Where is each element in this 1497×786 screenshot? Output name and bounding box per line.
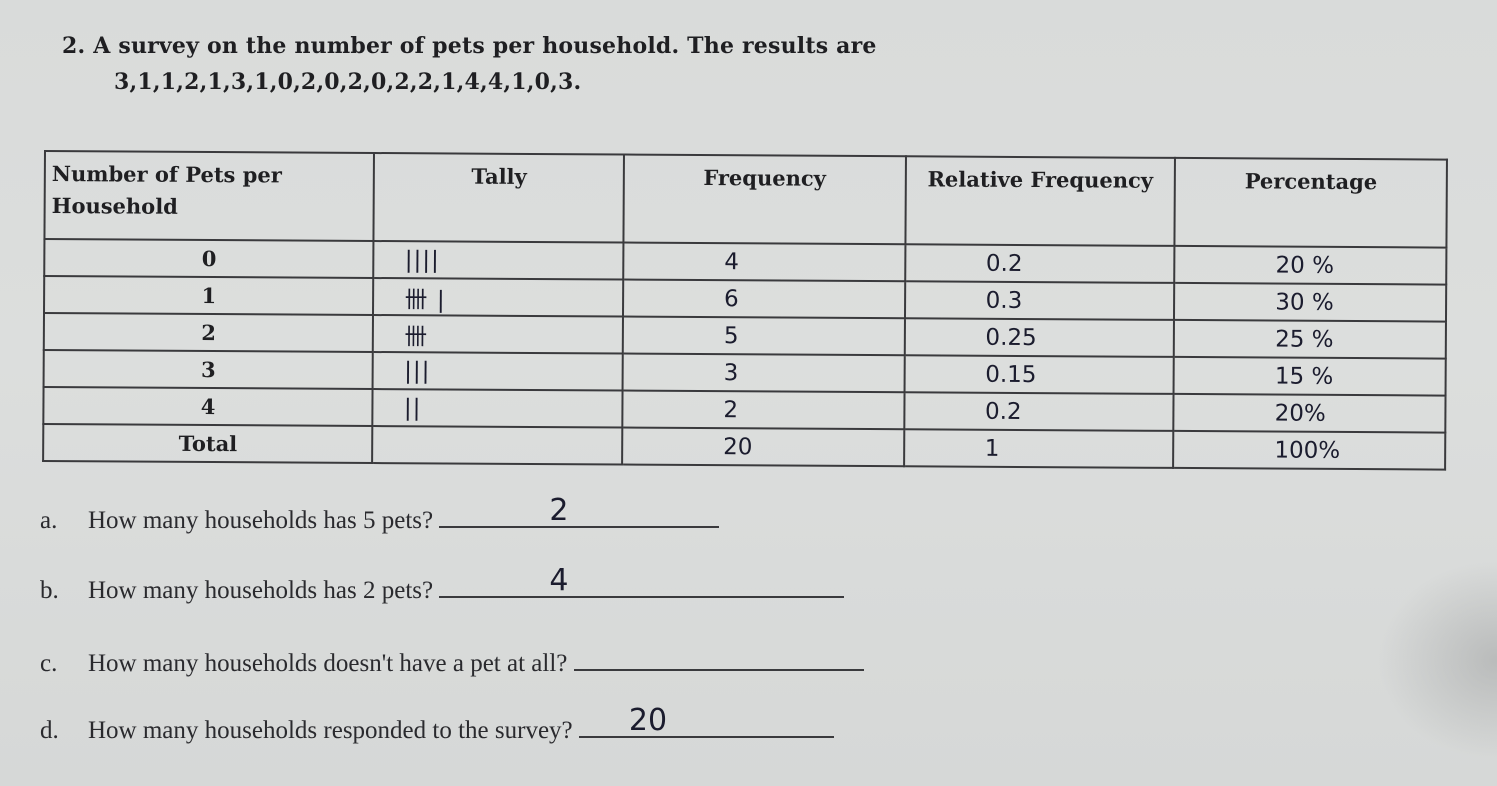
problem-statement: 2. A survey on the number of pets per ho…	[62, 28, 877, 100]
pets-cell: 3	[43, 350, 374, 390]
question-text: How many households has 5 pets?	[88, 507, 434, 534]
header-frequency: Frequency	[623, 154, 906, 245]
question-d: d. How many households responded to the s…	[40, 706, 834, 745]
tally-cell: 卌	[373, 315, 623, 354]
survey-results: 3,1,1,2,1,3,1,0,2,0,2,0,2,2,1,4,4,1,0,3.	[114, 69, 582, 95]
answer-value: 20	[628, 703, 668, 738]
pets-cell: 4	[43, 387, 374, 427]
percentage-cell: 30 %	[1174, 282, 1447, 322]
question-label: a.	[40, 507, 58, 534]
total-frequency: 20	[622, 427, 904, 467]
pets-cell: 2	[43, 313, 374, 353]
relative-frequency-cell: 0.25	[904, 318, 1175, 357]
answer-field[interactable]: 4	[439, 566, 845, 598]
percentage-cell: 20 %	[1174, 245, 1447, 285]
answer-field[interactable]: 20	[578, 706, 834, 738]
frequency-cell: 6	[622, 279, 905, 319]
total-label: Total	[43, 424, 373, 464]
question-label: d.	[40, 717, 59, 744]
question-label: c.	[40, 650, 58, 677]
question-text: How many households has 2 pets?	[88, 577, 434, 604]
pets-cell: 0	[44, 239, 374, 279]
header-pets: Number of Pets per Household	[44, 151, 375, 242]
frequency-table: Number of Pets per Household Tally Frequ…	[42, 150, 1448, 471]
tally-cell: ||	[372, 389, 623, 428]
header-percentage: Percentage	[1174, 157, 1447, 248]
answer-field[interactable]	[573, 643, 864, 671]
problem-title: 2. A survey on the number of pets per ho…	[62, 33, 877, 59]
frequency-cell: 3	[622, 353, 905, 393]
relative-frequency-cell: 0.2	[904, 244, 1175, 283]
relative-frequency-cell: 0.15	[904, 355, 1175, 394]
relative-frequency-cell: 0.2	[903, 392, 1174, 431]
question-c: c. How many households doesn't have a pet…	[40, 643, 864, 678]
total-relative-frequency: 1	[903, 429, 1174, 468]
percentage-cell: 15 %	[1173, 356, 1446, 396]
table-total-row: Total 20 1 100%	[43, 424, 1446, 470]
tally-cell: ||||	[373, 241, 624, 280]
frequency-cell: 5	[622, 316, 905, 356]
percentage-cell: 20%	[1173, 393, 1446, 433]
total-percentage: 100%	[1173, 430, 1446, 470]
tally-cell	[372, 426, 623, 465]
header-relative-frequency: Relative Frequency	[905, 156, 1176, 246]
question-label: b.	[40, 577, 59, 604]
paper-shadow	[1377, 560, 1497, 760]
percentage-cell: 25 %	[1174, 319, 1446, 359]
header-tally: Tally	[373, 153, 624, 243]
answer-value: 4	[549, 563, 569, 598]
tally-cell: 卌 |	[373, 278, 624, 317]
pets-cell: 1	[44, 276, 374, 316]
answer-field[interactable]: 2	[439, 496, 720, 528]
tally-cell: |||	[373, 352, 623, 391]
frequency-cell: 4	[623, 242, 906, 282]
question-text: How many households doesn't have a pet a…	[88, 650, 568, 677]
question-a: a. How many households has 5 pets? 2	[40, 496, 720, 535]
question-text: How many households responded to the sur…	[88, 717, 573, 744]
frequency-cell: 2	[622, 390, 905, 430]
relative-frequency-cell: 0.3	[904, 281, 1175, 320]
answer-value: 2	[549, 493, 569, 528]
table-header-row: Number of Pets per Household Tally Frequ…	[44, 151, 1447, 248]
question-b: b. How many households has 2 pets? 4	[40, 566, 845, 605]
